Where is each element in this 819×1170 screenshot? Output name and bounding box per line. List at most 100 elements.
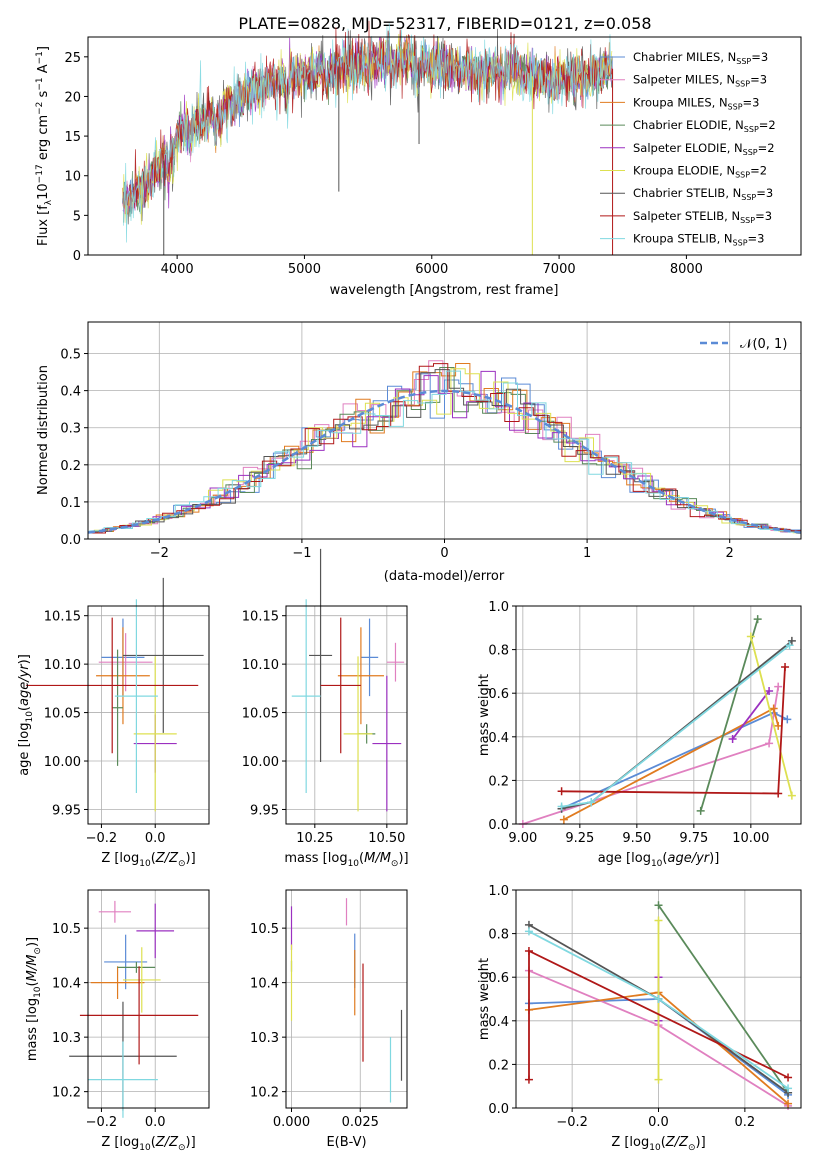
spectrum-xlabel: wavelength [Angstrom, rest frame] — [330, 283, 559, 298]
spectrum-line — [123, 23, 613, 243]
histogram-ticks: −2 −1 0 1 2 0.0 0.1 0.2 0.3 0.4 0.5 — [60, 348, 734, 561]
mass-vs-ebv-ytick-label: 10.4 — [250, 977, 279, 992]
massweight-vs-age-point — [753, 615, 762, 624]
massweight-vs-metallicity-line — [657, 904, 789, 1094]
spectrum-ytick-label: 20 — [64, 90, 81, 105]
gaussian-reference — [87, 389, 802, 534]
histogram-series-line — [88, 363, 801, 534]
massweight-vs-age-axes-frame — [515, 605, 802, 825]
massweight-vs-metallicity-point — [784, 1099, 793, 1108]
massweight-vs-age-xlabel: age [log10(age/yr)] — [598, 851, 720, 869]
massweight-vs-metallicity-point — [524, 1075, 533, 1084]
massweight-vs-age-ytick-label: 0.2 — [488, 774, 509, 789]
spectrum-ytick-label: 10 — [64, 170, 81, 185]
mass-vs-metallicity-xtick-label: −0.2 — [86, 1115, 118, 1130]
histogram-series-line — [88, 370, 801, 534]
spectrum-legend-label: Chabrier MILES, NSSP=3 — [633, 50, 768, 66]
histogram-xlabel: (data-model)/error — [384, 569, 505, 584]
mass-vs-ebv-xtick-label: 0.000 — [273, 1115, 310, 1130]
massweight-vs-age-ytick-label: 0.4 — [488, 731, 509, 746]
spectrum-legend-label: Chabrier ELODIE, NSSP=2 — [633, 118, 776, 134]
spectrum-legend-label: Chabrier STELIB, NSSP=3 — [633, 186, 773, 202]
spectrum-ytick-label: 15 — [64, 130, 81, 145]
massweight-vs-age-panel: 9.00 9.25 9.50 9.75 10.00 0.0 0.2 0.4 0.6 0.8 1.0 a… — [477, 600, 802, 869]
age-vs-mass-xlabel: mass [log10(M/M⊙)] — [284, 851, 408, 869]
age-vs-metallicity-xtick-label: −0.2 — [86, 831, 118, 846]
histogram-xtick-label: 1 — [583, 546, 591, 561]
massweight-vs-metallicity-axes-frame — [515, 889, 802, 1109]
histogram-ytick-label: 0.3 — [60, 422, 81, 437]
massweight-vs-metallicity-xtick-label: 0.0 — [648, 1115, 669, 1130]
age-vs-mass-ytick-label: 10.10 — [242, 658, 279, 673]
massweight-vs-age-xtick-label: 9.75 — [679, 831, 708, 846]
spectrum-series — [122, 20, 614, 255]
mass-vs-ebv-series — [290, 898, 403, 1103]
massweight-vs-age-ylabel: mass weight — [477, 674, 492, 756]
mass-vs-metallicity-axes-frame — [87, 889, 210, 1109]
histogram-xtick-label: 2 — [726, 546, 734, 561]
spectrum-xtick-label: 5000 — [288, 262, 321, 277]
massweight-vs-age-ytick-label: 0.0 — [488, 818, 509, 833]
massweight-vs-age-xtick-label: 10.00 — [732, 831, 769, 846]
spectrum-legend-label: Salpeter STELIB, NSSP=3 — [633, 209, 772, 225]
massweight-vs-age-xtick-label: 9.50 — [622, 831, 651, 846]
massweight-vs-metallicity-point — [654, 1075, 663, 1084]
massweight-vs-age-series — [518, 615, 796, 828]
histogram-ylabel: Normed distribution — [36, 365, 51, 495]
spectrum-legend-label: Kroupa ELODIE, NSSP=2 — [633, 164, 767, 180]
age-vs-mass-ytick-label: 10.05 — [242, 707, 279, 722]
histogram-ytick-label: 0.2 — [60, 459, 81, 474]
histogram-panel: −2 −1 0 1 2 0.0 0.1 0.2 0.3 0.4 0.5 𝒩(0, 1) (data-… — [36, 321, 802, 584]
spectrum-axes-frame — [87, 36, 802, 256]
massweight-vs-age-point — [783, 715, 792, 724]
massweight-vs-age-point — [728, 734, 737, 743]
massweight-vs-age-point — [774, 789, 783, 798]
age-vs-mass-axes-frame — [285, 605, 408, 825]
massweight-vs-age-point — [765, 687, 774, 696]
massweight-vs-metallicity-panel: −0.2 0.0 0.2 0.0 0.2 0.4 0.6 0.8 1.0 Z [log10(Z/Z… — [477, 884, 802, 1153]
age-vs-metallicity-ytick-label: 10.10 — [44, 658, 81, 673]
massweight-vs-age-point — [774, 721, 783, 730]
massweight-vs-age-line — [731, 690, 770, 740]
massweight-vs-metallicity-point — [524, 927, 533, 936]
massweight-vs-age-point — [785, 641, 794, 650]
massweight-vs-age-point — [746, 632, 755, 641]
massweight-vs-age-xtick-label: 9.25 — [565, 831, 594, 846]
gaussian-curve — [87, 389, 802, 534]
mass-vs-metallicity-ytick-label: 10.2 — [52, 1086, 81, 1101]
massweight-vs-age-point — [557, 787, 566, 796]
spectrum-xtick-label: 4000 — [161, 262, 194, 277]
spectrum-xtick-label: 6000 — [415, 262, 448, 277]
massweight-vs-metallicity-ylabel: mass weight — [477, 958, 492, 1040]
massweight-vs-age-ytick-label: 0.8 — [488, 644, 509, 659]
mass-vs-ebv-axes-frame — [285, 889, 408, 1109]
massweight-vs-metallicity-series — [524, 901, 793, 1110]
spectrum-legend-label: Kroupa STELIB, NSSP=3 — [633, 232, 764, 248]
massweight-vs-metallicity-xtick-label: −0.2 — [556, 1115, 588, 1130]
massweight-vs-age-point — [587, 798, 596, 807]
spectrum-legend: Chabrier MILES, NSSP=3 Salpeter MILES, NS… — [600, 50, 776, 248]
massweight-vs-metallicity-xtick-label: 0.2 — [735, 1115, 756, 1130]
histogram-xtick-label: −2 — [150, 546, 169, 561]
massweight-vs-metallicity-ytick-label: 0.4 — [488, 1015, 509, 1030]
age-vs-metallicity-axes-frame — [87, 605, 210, 825]
age-vs-metallicity-xlabel: Z [log10(Z/Z⊙)] — [101, 851, 195, 869]
massweight-vs-age-point — [787, 636, 796, 645]
spectrum-ticks: 4000 5000 6000 7000 8000 0 5 10 15 20 25 — [64, 51, 703, 277]
mass-vs-metallicity-panel: −0.2 0.0 10.2 10.3 10.4 10.5 Z [log10(Z/Z⊙)] ma… — [25, 889, 210, 1153]
age-vs-metallicity-xtick-label: 0.0 — [145, 831, 166, 846]
massweight-vs-age-ytick-label: 1.0 — [488, 600, 509, 615]
massweight-vs-age-point — [787, 791, 796, 800]
mass-vs-metallicity-ytick-label: 10.5 — [52, 922, 81, 937]
spectrum-ytick-label: 5 — [73, 209, 81, 224]
age-vs-metallicity-panel: −0.2 0.0 9.95 10.00 10.05 10.10 10.15 Z [log10(… — [17, 577, 210, 869]
massweight-vs-metallicity-point — [654, 901, 663, 910]
massweight-vs-metallicity-point — [654, 916, 663, 925]
massweight-vs-age-ytick-label: 0.6 — [488, 687, 509, 702]
histogram-xtick-label: −1 — [292, 546, 311, 561]
massweight-vs-age-point — [559, 815, 568, 824]
massweight-vs-metallicity-point — [524, 947, 533, 956]
mass-vs-metallicity-xtick-label: 0.0 — [145, 1115, 166, 1130]
mass-vs-metallicity-series — [69, 900, 199, 1118]
